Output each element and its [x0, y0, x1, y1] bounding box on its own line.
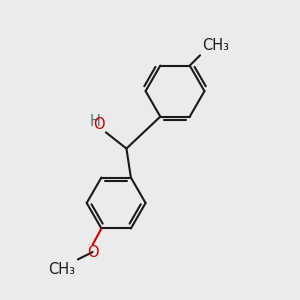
Text: H: H	[90, 114, 101, 129]
Text: O: O	[93, 117, 104, 132]
Text: CH₃: CH₃	[202, 38, 230, 53]
Text: O: O	[87, 245, 98, 260]
Text: CH₃: CH₃	[48, 262, 75, 278]
